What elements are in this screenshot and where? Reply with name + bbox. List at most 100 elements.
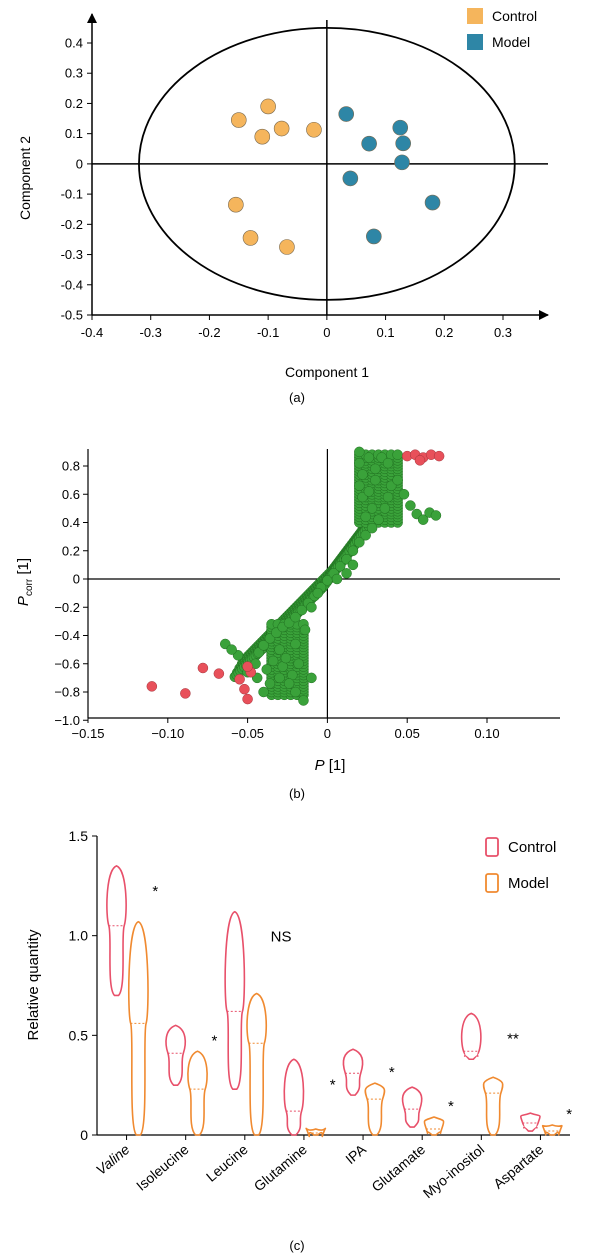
legend-swatch-model xyxy=(485,873,499,893)
variable-point xyxy=(430,510,442,521)
variable-point xyxy=(280,652,292,664)
legend-label-model: Model xyxy=(508,875,549,892)
y-tick-label: 0 xyxy=(80,1127,88,1143)
variable-point xyxy=(290,611,301,623)
legend-label-model: Model xyxy=(492,34,530,50)
y-tick-label: 0.1 xyxy=(65,126,83,141)
y-tick-label: −0.8 xyxy=(54,685,80,700)
model-point xyxy=(392,119,409,136)
x-tick-label: -0.4 xyxy=(81,325,103,340)
control-violin xyxy=(224,910,246,1090)
model-point xyxy=(361,135,377,152)
legend-swatch-control xyxy=(485,837,499,857)
model-violin xyxy=(423,1116,445,1136)
x-tick-label: Leucine xyxy=(203,1141,251,1185)
significance-mark: * xyxy=(152,883,158,900)
y-tick-label: −0.4 xyxy=(54,628,80,643)
x-tick-label: Glutamate xyxy=(368,1141,428,1195)
variable-point xyxy=(354,446,365,458)
significant-variable-point xyxy=(433,450,445,462)
variable-point xyxy=(274,672,285,684)
variable-point xyxy=(261,664,273,675)
control-point xyxy=(260,98,276,115)
variable-point xyxy=(347,545,359,556)
x-tick-label: Myo-inositol xyxy=(420,1141,488,1201)
control-point xyxy=(306,121,322,138)
y-tick-label: -0.1 xyxy=(61,187,83,202)
variable-point xyxy=(382,457,394,469)
variable-point xyxy=(366,503,378,514)
legend-swatch-control xyxy=(467,8,483,24)
control-violin xyxy=(401,1086,423,1128)
panel-b-label: (b) xyxy=(289,786,305,801)
variable-point xyxy=(354,480,365,492)
model-point xyxy=(424,194,441,211)
control-point xyxy=(254,128,271,145)
y-tick-label: 0.4 xyxy=(62,515,80,530)
variable-point xyxy=(312,587,324,599)
violin-plot: 0 0.5 1.0 1.5 Relative quantity Valine * Isoleu… xyxy=(25,828,572,1201)
control-violin xyxy=(342,1048,364,1096)
variable-point xyxy=(363,486,375,497)
variable-point xyxy=(405,500,416,511)
variable-point xyxy=(373,514,384,525)
variable-point xyxy=(354,537,365,548)
y-tick-label: −1.0 xyxy=(54,713,80,728)
pca-score-plot: -0.4 -0.3 -0.2 -0.1 0 0.1 0.2 0.3 -0.5 -0.4 -0.3 -0… xyxy=(17,8,549,380)
variable-point xyxy=(347,559,359,571)
x-axis-label: Component 1 xyxy=(285,364,369,380)
variable-point xyxy=(363,452,375,463)
legend-swatch-model xyxy=(467,34,483,50)
model-violin xyxy=(364,1082,386,1136)
significant-variable-point xyxy=(213,668,225,679)
panel-a-label: (a) xyxy=(289,390,305,405)
variable-point xyxy=(360,529,371,541)
variable-point xyxy=(290,638,301,650)
x-tick-label: 0.05 xyxy=(395,726,420,741)
y-tick-label: 0 xyxy=(73,572,80,587)
x-tick-label: -0.3 xyxy=(140,325,162,340)
variable-point xyxy=(264,678,276,689)
significance-mark: * xyxy=(212,1032,218,1049)
significance-mark: * xyxy=(448,1098,454,1115)
variable-point xyxy=(370,463,381,475)
legend-label-control: Control xyxy=(508,839,556,856)
significance-mark: NS xyxy=(271,929,292,946)
model-violin xyxy=(305,1127,327,1138)
model-point xyxy=(366,228,382,245)
model-point xyxy=(342,170,359,187)
y-tick-label: -0.5 xyxy=(61,308,83,323)
variable-point xyxy=(366,522,378,534)
y-tick-label: -0.4 xyxy=(61,277,83,292)
variable-point xyxy=(331,573,343,585)
model-violin xyxy=(482,1076,504,1136)
y-tick-label: 0.2 xyxy=(62,543,80,558)
control-violin xyxy=(460,1012,482,1061)
variable-point xyxy=(298,695,309,706)
control-violin xyxy=(106,865,127,997)
variable-point xyxy=(274,644,285,655)
y-tick-label: -0.2 xyxy=(61,217,83,232)
y-tick-label: 1.0 xyxy=(69,928,89,944)
variable-point xyxy=(306,602,317,613)
y-tick-label: 0.2 xyxy=(65,96,83,111)
variable-point xyxy=(354,457,365,469)
model-violin xyxy=(246,992,268,1136)
x-tick-label: Glutamine xyxy=(251,1141,310,1194)
variable-point xyxy=(258,686,269,698)
confidence-ellipse xyxy=(138,26,516,301)
variable-point xyxy=(382,491,394,503)
variable-point xyxy=(299,624,311,636)
s-plot: −0.15 −0.10 −0.05 0 0.05 0.10 0.8 0.6 0.4 0.2 0 −0.… xyxy=(15,446,560,774)
model-violin xyxy=(127,920,149,1136)
significance-mark: * xyxy=(566,1106,572,1123)
significance-mark: ** xyxy=(507,1030,519,1047)
model-point xyxy=(338,106,355,122)
significant-variable-point xyxy=(239,683,250,695)
y-tick-label: 1.5 xyxy=(69,828,89,844)
significant-variable-point xyxy=(146,681,158,692)
variable-point xyxy=(306,672,317,684)
model-violin xyxy=(541,1124,563,1136)
x-tick-label: −0.05 xyxy=(231,726,264,741)
